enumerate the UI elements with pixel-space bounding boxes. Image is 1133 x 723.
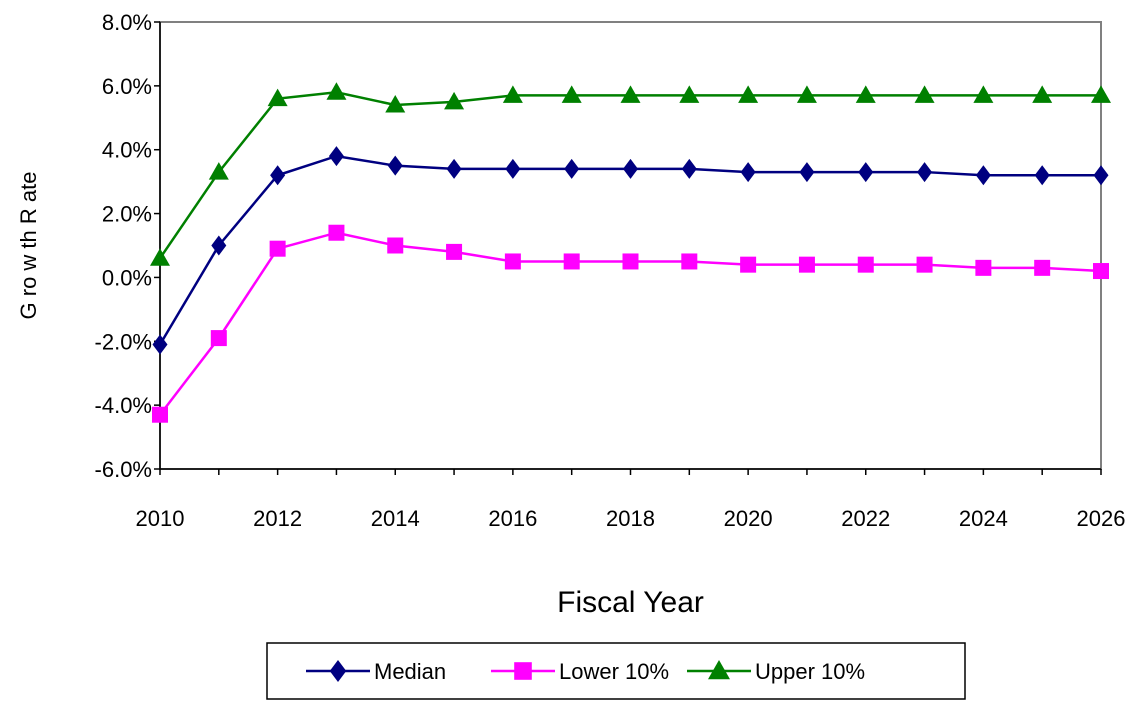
data-point-lower-10: [328, 224, 345, 241]
data-point-upper-10: [150, 248, 170, 266]
data-point-lower-10: [152, 406, 168, 423]
y-axis: -6.0% -4.0% -2.0% 0.0% 2.0% 4.0% 6.0% 8.0%: [95, 10, 161, 482]
x-tick-label: 2010: [136, 506, 185, 531]
data-point-lower-10: [1034, 259, 1051, 276]
x-tick-label: 2016: [488, 506, 537, 531]
legend-label-median: Median: [374, 659, 446, 684]
data-point-upper-10: [326, 82, 347, 100]
legend-marker-median: [329, 660, 347, 682]
x-tick-label: 2018: [606, 506, 655, 531]
data-point-upper-10: [1032, 85, 1053, 103]
y-tick-label: -6.0%: [95, 457, 152, 482]
data-point-upper-10: [444, 91, 465, 110]
data-point-lower-10: [563, 253, 580, 270]
y-tick-label: 8.0%: [102, 10, 152, 35]
x-tick-label: 2024: [959, 506, 1008, 531]
y-tick-label: -2.0%: [95, 329, 152, 354]
data-point-lower-10: [269, 240, 286, 257]
y-tick-label: 0.0%: [102, 265, 152, 290]
data-point-median: [1034, 165, 1050, 186]
x-tick-label: 2014: [371, 506, 420, 531]
data-point-lower-10: [210, 330, 227, 347]
data-point-lower-10: [446, 243, 463, 260]
y-tick-label: 2.0%: [102, 202, 152, 227]
legend: Median Lower 10% Upper 10%: [266, 642, 966, 700]
data-point-lower-10: [622, 253, 639, 270]
data-point-median: [1093, 165, 1109, 186]
data-point-median: [270, 165, 286, 186]
data-point-upper-10: [385, 95, 406, 113]
data-point-lower-10: [740, 256, 757, 273]
data-point-median: [799, 162, 815, 183]
data-point-lower-10: [916, 256, 933, 273]
data-point-median: [505, 158, 521, 179]
data-point-median: [858, 162, 874, 183]
data-point-median: [564, 158, 580, 179]
data-point-upper-10: [208, 162, 229, 180]
x-axis-title: Fiscal Year: [557, 586, 704, 619]
legend-marker-upper-10: [708, 660, 730, 680]
data-point-upper-10: [796, 85, 817, 103]
data-point-upper-10: [620, 85, 641, 103]
data-point-median: [623, 158, 638, 179]
data-point-median: [387, 155, 403, 176]
data-point-upper-10: [738, 85, 759, 103]
data-point-median: [152, 334, 168, 355]
data-point-median: [740, 162, 756, 183]
data-point-median: [328, 146, 344, 167]
data-point-median: [446, 158, 462, 179]
data-point-median: [917, 162, 933, 183]
series-median: [152, 146, 1109, 355]
data-point-lower-10: [857, 256, 874, 273]
x-tick-label: 2012: [253, 506, 302, 531]
data-point-median: [211, 235, 227, 256]
data-point-lower-10: [387, 237, 404, 254]
data-point-upper-10: [267, 88, 288, 107]
x-tick-label: 2026: [1077, 506, 1126, 531]
data-point-upper-10: [502, 85, 523, 103]
data-point-upper-10: [855, 85, 876, 103]
data-point-lower-10: [1093, 263, 1109, 280]
series-line-median: [158, 154, 1101, 346]
data-point-lower-10: [681, 253, 698, 270]
data-point-lower-10: [504, 253, 521, 270]
legend-label-lower-10: Lower 10%: [559, 659, 669, 684]
data-point-upper-10: [679, 85, 700, 103]
legend-label-upper-10: Upper 10%: [755, 659, 865, 684]
x-axis: 2010 2012 2014 2016 2018 2020 2022 2024 2026: [136, 468, 1126, 531]
y-tick-label: 6.0%: [102, 74, 152, 99]
series-layer: [150, 82, 1111, 423]
x-tick-label: 2020: [724, 506, 773, 531]
data-point-upper-10: [973, 85, 994, 103]
y-axis-title: G ro w th R ate: [16, 172, 41, 320]
legend-box: [266, 642, 966, 700]
y-tick-label: -4.0%: [95, 393, 152, 418]
data-point-lower-10: [798, 256, 815, 273]
y-tick-label: 4.0%: [102, 138, 152, 163]
data-point-upper-10: [561, 85, 582, 103]
data-point-upper-10: [914, 85, 935, 103]
series-lower-10: [152, 224, 1109, 423]
data-point-lower-10: [975, 259, 992, 276]
x-tick-label: 2022: [841, 506, 890, 531]
legend-marker-lower-10: [514, 662, 532, 680]
data-point-median: [975, 165, 991, 186]
data-point-median: [681, 158, 697, 179]
series-upper-10: [150, 82, 1111, 266]
data-point-upper-10: [1091, 85, 1111, 103]
